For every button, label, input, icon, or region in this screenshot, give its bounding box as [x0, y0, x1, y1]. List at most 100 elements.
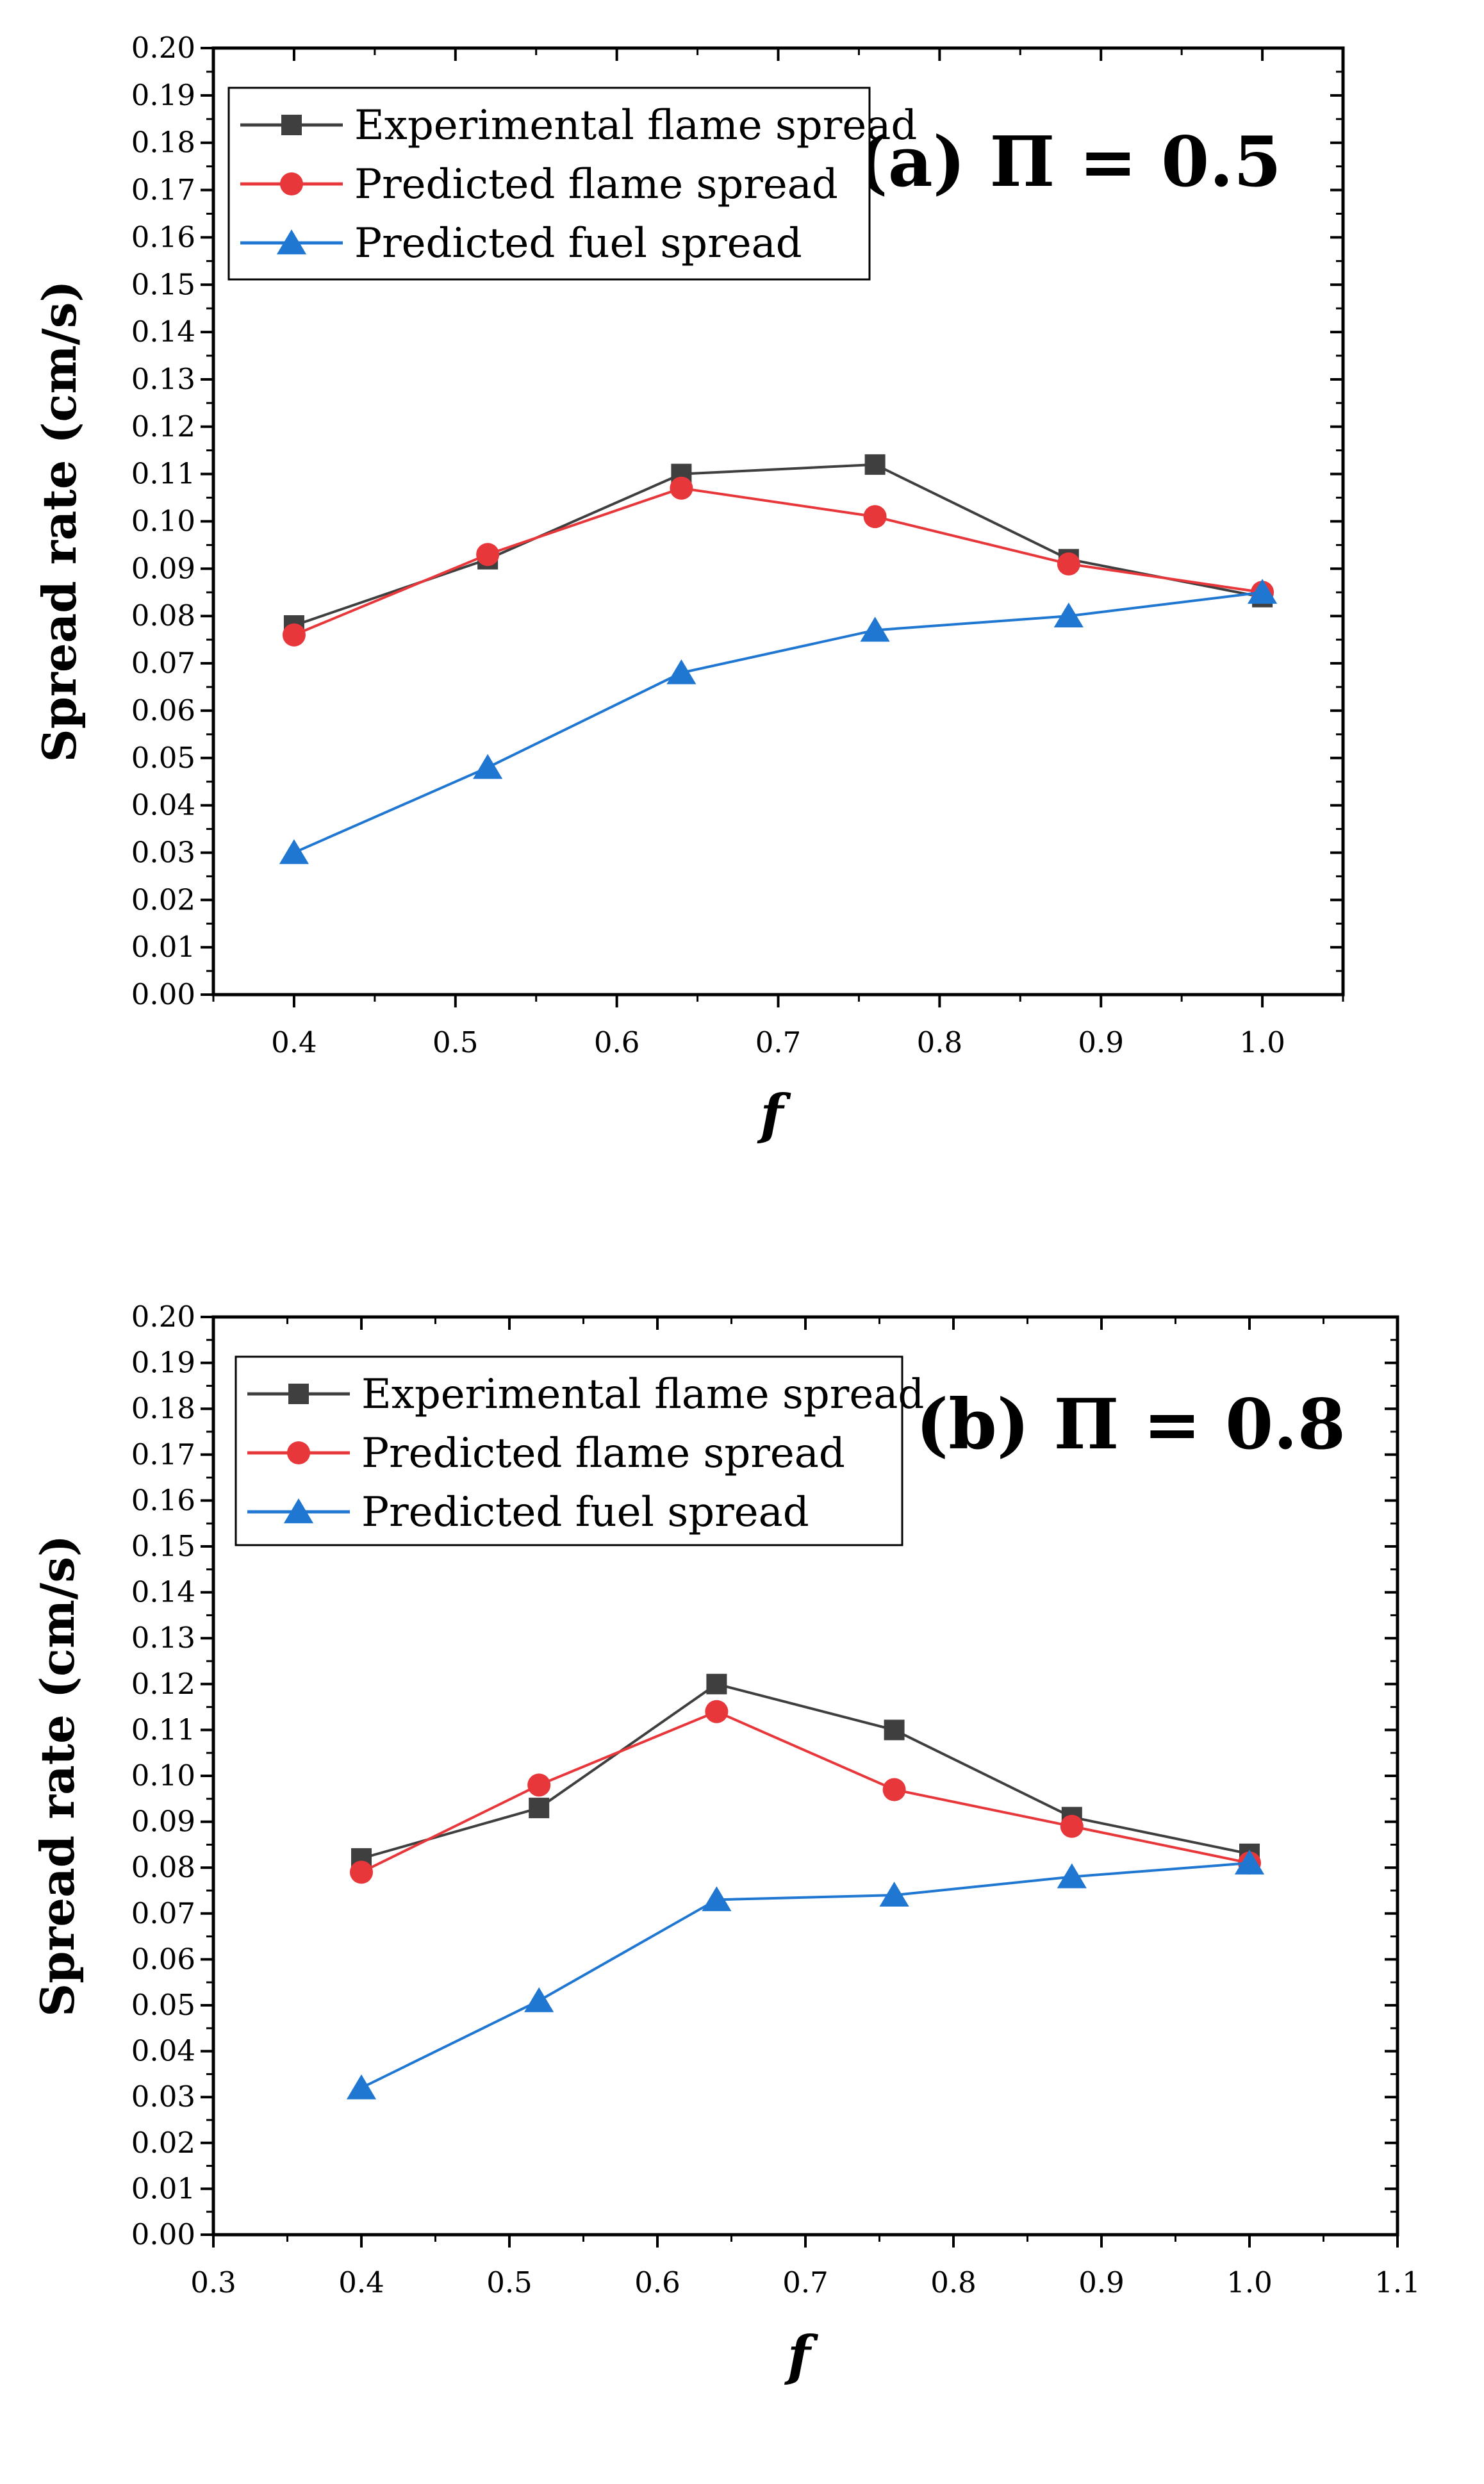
x-tick-label: 0.6 [594, 1025, 640, 1059]
data-point [282, 623, 306, 647]
data-point [1057, 552, 1080, 575]
x-tick-label: 0.9 [1078, 2265, 1125, 2299]
y-tick-label: 0.12 [131, 410, 195, 443]
legend-item: Experimental flame spread [240, 102, 917, 149]
y-tick-label: 0.14 [131, 1575, 195, 1609]
y-tick-label: 0.09 [131, 1805, 195, 1839]
y-tick-label: 0.18 [131, 126, 195, 160]
legend-marker [281, 115, 302, 135]
x-tick-label: 0.3 [190, 2265, 236, 2299]
y-tick-label: 0.09 [131, 551, 195, 585]
y-tick-label: 0.06 [131, 693, 195, 727]
data-point [527, 1773, 551, 1797]
y-tick-label: 0.07 [131, 1896, 195, 1930]
data-point [863, 505, 887, 529]
data-point [702, 1886, 732, 1912]
series-circle [350, 1700, 1261, 1884]
y-tick-label: 0.12 [131, 1667, 195, 1701]
legend-item: Predicted fuel spread [247, 1489, 809, 1536]
legend-marker [288, 1384, 309, 1404]
x-tick-label: 0.7 [782, 2265, 829, 2299]
data-point [860, 617, 890, 642]
y-tick-label: 0.05 [131, 741, 195, 775]
data-point [473, 754, 503, 779]
y-tick-label: 0.01 [131, 930, 195, 964]
y-tick-label: 0.02 [131, 2126, 195, 2160]
series-triangle [346, 1850, 1265, 2099]
legend-item: Predicted flame spread [247, 1430, 845, 1477]
data-point [706, 1673, 727, 1694]
data-point [1057, 1863, 1087, 1889]
data-point [864, 454, 886, 475]
x-tick-label: 0.4 [338, 2265, 384, 2299]
x-tick-label: 0.7 [755, 1025, 802, 1059]
data-point [529, 1798, 550, 1819]
legend-label: Experimental flame spread [354, 102, 917, 149]
y-axis-title: Spread rate (cm/s) [32, 281, 87, 763]
legend-label: Experimental flame spread [361, 1371, 924, 1418]
legend-marker [287, 1441, 310, 1464]
legend-item: Predicted flame spread [240, 161, 838, 208]
y-tick-label: 0.16 [131, 220, 195, 254]
series-line [361, 1710, 1250, 1874]
y-tick-label: 0.15 [131, 267, 195, 301]
legend-marker [283, 1498, 314, 1523]
y-tick-label: 0.20 [131, 31, 195, 65]
y-tick-label: 0.04 [131, 2034, 195, 2068]
data-point [1234, 1850, 1265, 1875]
legend-marker [276, 229, 307, 254]
y-axis-title: Spread rate (cm/s) [30, 1535, 85, 2017]
y-tick-label: 0.19 [131, 78, 195, 112]
y-tick-label: 0.13 [131, 362, 195, 396]
y-tick-label: 0.02 [131, 882, 195, 916]
x-tick-label: 0.8 [917, 1025, 963, 1059]
y-tick-label: 0.18 [131, 1391, 195, 1425]
y-tick-label: 0.01 [131, 2171, 195, 2205]
y-tick-label: 0.19 [131, 1346, 195, 1380]
y-tick-label: 0.17 [131, 173, 195, 207]
panel-label: (b) Π = 0.8 [916, 1384, 1346, 1465]
panel-label: (a) Π = 0.5 [855, 122, 1282, 203]
y-tick-label: 0.00 [131, 977, 195, 1011]
legend-item: Experimental flame spread [247, 1371, 924, 1418]
x-tick-label: 1.0 [1226, 2265, 1273, 2299]
x-tick-label: 0.6 [634, 2265, 680, 2299]
data-point [705, 1700, 729, 1723]
x-tick-label: 0.9 [1078, 1025, 1124, 1059]
legend-item: Predicted fuel spread [240, 220, 802, 267]
data-point [476, 543, 500, 567]
legend: Experimental flame spread Predicted flame… [235, 1355, 924, 1546]
legend: Experimental flame spread Predicted flame… [227, 87, 917, 281]
y-tick-label: 0.03 [131, 2080, 195, 2114]
data-point [1247, 579, 1278, 604]
data-point [279, 839, 309, 865]
y-tick-label: 0.05 [131, 1988, 195, 2022]
x-tick-label: 0.5 [433, 1025, 479, 1059]
data-point [346, 2074, 377, 2099]
y-tick-label: 0.08 [131, 599, 195, 633]
y-tick-label: 0.08 [131, 1850, 195, 1884]
chart-panel-a: 0.00 0.01 0.02 0.03 0.04 0.05 0.06 0.07 0.08 0.09… [32, 31, 1345, 1146]
data-point [524, 1987, 554, 2012]
y-tick-label: 0.00 [131, 2217, 195, 2251]
y-tick-label: 0.13 [131, 1621, 195, 1655]
data-point [879, 1882, 909, 1907]
legend-label: Predicted flame spread [361, 1430, 845, 1477]
data-point [670, 476, 693, 500]
y-tick-label: 0.20 [131, 1300, 195, 1334]
x-tick-label: 1.0 [1239, 1025, 1285, 1059]
y-tick-label: 0.10 [131, 1759, 195, 1793]
legend-box [235, 1355, 903, 1546]
y-tick-label: 0.17 [131, 1437, 195, 1471]
series-triangle [279, 579, 1278, 865]
y-tick-label: 0.04 [131, 788, 195, 822]
series-line [293, 591, 1263, 854]
y-tick-label: 0.15 [131, 1529, 195, 1563]
y-tick-label: 0.14 [131, 315, 195, 349]
data-point [1053, 602, 1084, 628]
y-tick-label: 0.10 [131, 504, 195, 538]
data-point [1060, 1814, 1084, 1838]
x-tick-label: 0.4 [271, 1025, 317, 1059]
